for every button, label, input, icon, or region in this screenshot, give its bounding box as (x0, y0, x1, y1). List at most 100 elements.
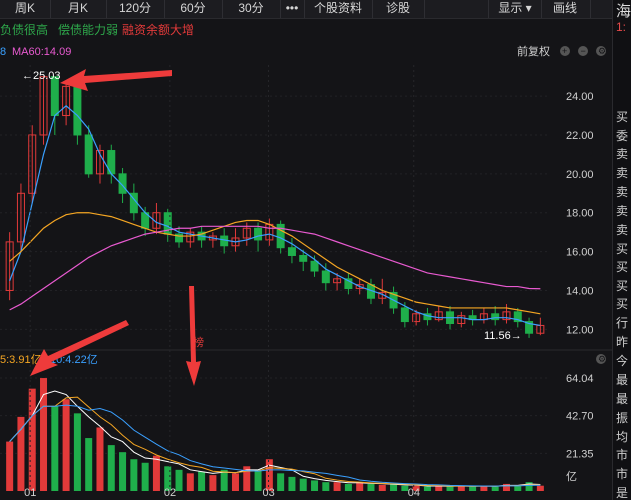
volume-ma-line (9, 396, 541, 487)
panel-controls-price[interactable]: + − ⚙ (560, 46, 606, 56)
candle-body (175, 233, 184, 243)
candle-body (299, 254, 308, 262)
volume-bar (457, 485, 465, 491)
candle-body (73, 85, 82, 136)
candle-body (310, 260, 319, 272)
stock-diagnosis-button[interactable]: 诊股 (372, 0, 425, 18)
x-tick-label: 01 (24, 487, 36, 499)
quote-row-label: 买 (616, 260, 629, 274)
volume-bar (40, 378, 48, 491)
time-x-axis: 01 02 03 04 (24, 65, 420, 499)
volume-bars (6, 378, 544, 491)
candle-body (344, 278, 353, 290)
price-tick-label: 12.00 (566, 324, 594, 336)
candle-body (276, 223, 285, 249)
volume-bar (401, 485, 409, 491)
volume-bar (446, 486, 454, 491)
draw-line-button[interactable]: 画线 (540, 0, 591, 18)
ma60-label: MA60:14.09 (12, 46, 71, 58)
arrow-volume-annotation (30, 320, 129, 376)
volume-ma-line (9, 404, 541, 487)
candle-body (62, 85, 71, 117)
tag-weak-solvency[interactable]: 偿债能力弱 (58, 23, 119, 37)
volume-bar (265, 459, 273, 491)
volume-bar (322, 482, 330, 491)
volume-bar (525, 482, 533, 491)
tab-60min[interactable]: 60分 (164, 0, 223, 18)
candlesticks (5, 76, 545, 338)
x-tick-label: 02 (164, 487, 176, 499)
volume-bar (62, 399, 70, 491)
candle-body (333, 278, 342, 284)
note-char: 榜 (193, 335, 204, 349)
quote-row-label: 卖 (616, 185, 629, 199)
stock-profile-button[interactable]: 个股资料 (304, 0, 373, 18)
volume-bar (502, 483, 510, 491)
volume-bar (469, 486, 477, 491)
svg-text:⚙: ⚙ (598, 46, 606, 56)
price-tick-label: 22.00 (566, 130, 594, 142)
price-tick-label: 24.00 (566, 91, 594, 103)
volume-bar (311, 480, 319, 491)
volume-bar (119, 452, 127, 491)
period-toolbar: 周K 月K 120分 60分 30分 ••• 个股资料 诊股 显示 ▾ 画线 (0, 0, 631, 19)
quote-row-label: 卖 (616, 223, 629, 237)
x-tick-label: 03 (263, 487, 275, 499)
tab-120min[interactable]: 120分 (106, 0, 165, 18)
quote-row-label: 振 (616, 411, 629, 425)
ma-label-left: 8 (0, 46, 6, 58)
risk-tags: 负债很高 偿债能力弱 融资余额大增 (0, 19, 612, 41)
candle-body (321, 270, 330, 284)
tab-monthly-k[interactable]: 月K (50, 0, 107, 18)
quote-row-label: 昨 (616, 335, 629, 349)
candle-body (457, 315, 466, 325)
tab-30min[interactable]: 30分 (222, 0, 281, 18)
volume-bar (51, 406, 59, 491)
more-periods-button[interactable]: ••• (280, 0, 305, 18)
stock-price-snippet: 1: (616, 20, 627, 34)
volume-bar (73, 413, 81, 491)
volume-bar (130, 459, 138, 491)
price-tick-label: 14.00 (566, 285, 594, 297)
volume-bar (231, 473, 239, 491)
adjust-label[interactable]: 前复权 (517, 44, 550, 58)
volume-bar (85, 438, 93, 491)
arrow-high-annotation (60, 69, 172, 91)
candle-body (513, 311, 522, 323)
display-dropdown[interactable]: 显示 ▾ (488, 0, 542, 18)
moving-average-lines (9, 105, 541, 327)
volume-bar (96, 427, 104, 491)
quote-row-label: 今 (616, 354, 629, 368)
volume-bar (344, 483, 352, 491)
candle-body (412, 313, 421, 323)
volume-bar (367, 483, 375, 491)
volume-bar (435, 485, 443, 491)
volume-tick-label: 亿 (566, 470, 577, 483)
volume-bar (152, 455, 160, 491)
volume-bar (175, 469, 183, 491)
tag-high-debt[interactable]: 负债很高 (0, 23, 49, 37)
volume-bar (480, 485, 488, 491)
candle-body (491, 313, 500, 321)
candle-body (28, 134, 37, 194)
volume-bar (288, 476, 296, 491)
candle-body (400, 307, 409, 323)
candle-body (50, 76, 59, 117)
quote-row-label: 均 (616, 430, 629, 444)
panel-controls-volume[interactable]: ⚙ (596, 354, 606, 364)
price-y-axis: 24.00 22.00 20.00 18.00 16.00 14.00 12.00 (566, 91, 594, 336)
candle-body (5, 241, 14, 291)
kline-chart[interactable]: 8 MA60:14.09 前复权 + − ⚙ 24.00 22.00 20.00 18… (0, 41, 612, 500)
price-tick-label: 16.00 (566, 247, 594, 259)
volume-tick-label: 21.35 (566, 448, 594, 460)
quote-row-label: 买 (616, 242, 629, 256)
volume-bar (186, 473, 194, 491)
x-tick-label: 04 (408, 487, 420, 499)
arrow-mid-volume-annotation (186, 286, 201, 386)
quote-row-label: 最 (616, 373, 629, 387)
svg-text:⚙: ⚙ (598, 354, 606, 364)
quote-row-label: 最 (616, 392, 629, 406)
tag-margin-increase[interactable]: 融资余额大增 (122, 23, 195, 37)
tab-weekly-k[interactable]: 周K (0, 0, 51, 18)
high-price-label: ←25.03 (22, 70, 61, 82)
